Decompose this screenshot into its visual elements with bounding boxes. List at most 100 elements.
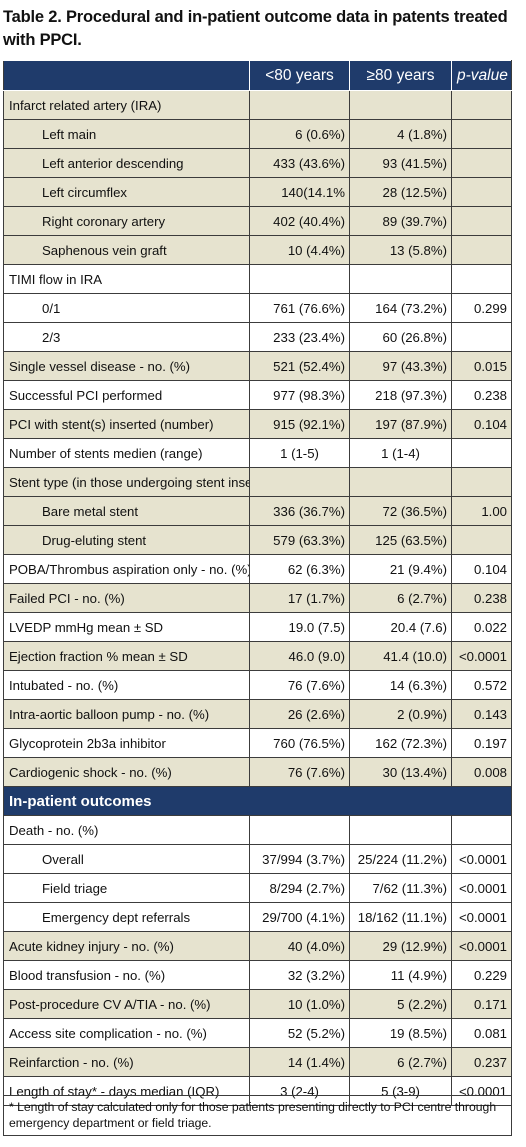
row-label: Single vessel disease - no. (%) bbox=[3, 351, 250, 381]
table-row: Left main 6 (0.6%) 4 (1.8%) bbox=[3, 119, 512, 149]
p-value: 0.229 bbox=[451, 960, 512, 990]
over-80-value: 11 (4.9%) bbox=[349, 960, 452, 990]
table-row: Field triage 8/294 (2.7%) 7/62 (11.3%) <0.0… bbox=[3, 873, 512, 903]
group-row: TIMI flow in IRA bbox=[3, 264, 512, 294]
over-80-value bbox=[349, 815, 452, 845]
p-value bbox=[451, 264, 512, 294]
under-80-value: 433 (43.6%) bbox=[249, 148, 350, 178]
table-row: Failed PCI - no. (%) 17 (1.7%) 6 (2.7%) 0.2… bbox=[3, 583, 512, 613]
under-80-value: 521 (52.4%) bbox=[249, 351, 350, 381]
over-80-value: 6 (2.7%) bbox=[349, 583, 452, 613]
table-row: Saphenous vein graft 10 (4.4%) 13 (5.8%) bbox=[3, 235, 512, 265]
over-80-value: 1 (1-4) bbox=[349, 438, 452, 468]
under-80-value: 10 (1.0%) bbox=[249, 989, 350, 1019]
row-label: Drug-eluting stent bbox=[3, 525, 250, 555]
row-label: Emergency dept referrals bbox=[3, 902, 250, 932]
row-label: Acute kidney injury - no. (%) bbox=[3, 931, 250, 961]
p-value: <0.0001 bbox=[451, 873, 512, 903]
row-label: Death - no. (%) bbox=[3, 815, 250, 845]
over-80-value: 13 (5.8%) bbox=[349, 235, 452, 265]
outcome-table: <80 years ≥80 years p-value Infarct rela… bbox=[3, 60, 512, 1106]
p-value bbox=[451, 815, 512, 845]
under-80-value: 8/294 (2.7%) bbox=[249, 873, 350, 903]
row-label: Right coronary artery bbox=[3, 206, 250, 236]
section-title: In-patient outcomes bbox=[3, 786, 512, 816]
p-value: 0.238 bbox=[451, 380, 512, 410]
over-80-value: 20.4 (7.6) bbox=[349, 612, 452, 642]
under-80-value bbox=[249, 90, 350, 120]
over-80-value: 197 (87.9%) bbox=[349, 409, 452, 439]
p-value: <0.0001 bbox=[451, 1076, 512, 1106]
p-value: 1.00 bbox=[451, 496, 512, 526]
p-value bbox=[451, 148, 512, 178]
under-80-value: 977 (98.3%) bbox=[249, 380, 350, 410]
row-label: Overall bbox=[3, 844, 250, 874]
over-80-value bbox=[349, 90, 452, 120]
over-80-value: 2 (0.9%) bbox=[349, 699, 452, 729]
under-80-value: 46.0 (9.0) bbox=[249, 641, 350, 671]
row-label: Saphenous vein graft bbox=[3, 235, 250, 265]
over-80-value: 72 (36.5%) bbox=[349, 496, 452, 526]
p-value: <0.0001 bbox=[451, 641, 512, 671]
table-row: Emergency dept referrals 29/700 (4.1%) 18/… bbox=[3, 902, 512, 932]
p-value bbox=[451, 90, 512, 120]
under-80-value: 760 (76.5%) bbox=[249, 728, 350, 758]
table-row: Successful PCI performed 977 (98.3%) 218 (… bbox=[3, 380, 512, 410]
table-row: Left circumflex 140(14.1% 28 (12.5%) bbox=[3, 177, 512, 207]
p-value bbox=[451, 322, 512, 352]
row-label: 2/3 bbox=[3, 322, 250, 352]
p-value: 0.237 bbox=[451, 1047, 512, 1077]
row-label: Post-procedure CV A/TIA - no. (%) bbox=[3, 989, 250, 1019]
over-80-value: 93 (41.5%) bbox=[349, 148, 452, 178]
section-header-row: In-patient outcomes bbox=[3, 786, 512, 816]
p-value bbox=[451, 438, 512, 468]
table-row: Intubated - no. (%) 76 (7.6%) 14 (6.3%) 0.5… bbox=[3, 670, 512, 700]
row-label: LVEDP mmHg mean ± SD bbox=[3, 612, 250, 642]
row-label: Access site complication - no. (%) bbox=[3, 1018, 250, 1048]
row-label: Ejection fraction % mean ± SD bbox=[3, 641, 250, 671]
group-row: Death - no. (%) bbox=[3, 815, 512, 845]
under-80-value: 76 (7.6%) bbox=[249, 757, 350, 787]
table-row: Ejection fraction % mean ± SD 46.0 (9.0) 4… bbox=[3, 641, 512, 671]
table-row: 2/3 233 (23.4%) 60 (26.8%) bbox=[3, 322, 512, 352]
under-80-value: 336 (36.7%) bbox=[249, 496, 350, 526]
over-80-value bbox=[349, 467, 452, 497]
over-80-value: 4 (1.8%) bbox=[349, 119, 452, 149]
p-value: 0.238 bbox=[451, 583, 512, 613]
table-row: Blood transfusion - no. (%) 32 (3.2%) 11 (… bbox=[3, 960, 512, 990]
over-80-value: 14 (6.3%) bbox=[349, 670, 452, 700]
under-80-value: 761 (76.6%) bbox=[249, 293, 350, 323]
under-80-value: 26 (2.6%) bbox=[249, 699, 350, 729]
table-row: Glycoprotein 2b3a inhibitor 760 (76.5%) 16… bbox=[3, 728, 512, 758]
over-80-value bbox=[349, 264, 452, 294]
p-value bbox=[451, 206, 512, 236]
table-row: Right coronary artery 402 (40.4%) 89 (39.7… bbox=[3, 206, 512, 236]
under-80-value bbox=[249, 467, 350, 497]
header-under-80: <80 years bbox=[249, 60, 350, 91]
under-80-value: 76 (7.6%) bbox=[249, 670, 350, 700]
under-80-value: 19.0 (7.5) bbox=[249, 612, 350, 642]
table-row: Number of stents medien (range) 1 (1-5) 1 … bbox=[3, 438, 512, 468]
under-80-value: 52 (5.2%) bbox=[249, 1018, 350, 1048]
row-label: Left anterior descending bbox=[3, 148, 250, 178]
under-80-value bbox=[249, 815, 350, 845]
table-row: LVEDP mmHg mean ± SD 19.0 (7.5) 20.4 (7.6)… bbox=[3, 612, 512, 642]
p-value: 0.104 bbox=[451, 409, 512, 439]
under-80-value: 233 (23.4%) bbox=[249, 322, 350, 352]
under-80-value: 29/700 (4.1%) bbox=[249, 902, 350, 932]
over-80-value: 21 (9.4%) bbox=[349, 554, 452, 584]
under-80-value: 62 (6.3%) bbox=[249, 554, 350, 584]
group-row: Stent type (in those undergoing stent in… bbox=[3, 467, 512, 497]
table-row: Bare metal stent 336 (36.7%) 72 (36.5%) 1.0… bbox=[3, 496, 512, 526]
row-label: Bare metal stent bbox=[3, 496, 250, 526]
table-row: Left anterior descending 433 (43.6%) 93 (4… bbox=[3, 148, 512, 178]
table-row: Cardiogenic shock - no. (%) 76 (7.6%) 30 (… bbox=[3, 757, 512, 787]
row-label: Field triage bbox=[3, 873, 250, 903]
row-label: Failed PCI - no. (%) bbox=[3, 583, 250, 613]
row-label: Stent type (in those undergoing stent in… bbox=[3, 467, 250, 497]
row-label: Blood transfusion - no. (%) bbox=[3, 960, 250, 990]
under-80-value: 37/994 (3.7%) bbox=[249, 844, 350, 874]
p-value bbox=[451, 525, 512, 555]
p-value bbox=[451, 235, 512, 265]
header-row: <80 years ≥80 years p-value bbox=[3, 60, 512, 91]
